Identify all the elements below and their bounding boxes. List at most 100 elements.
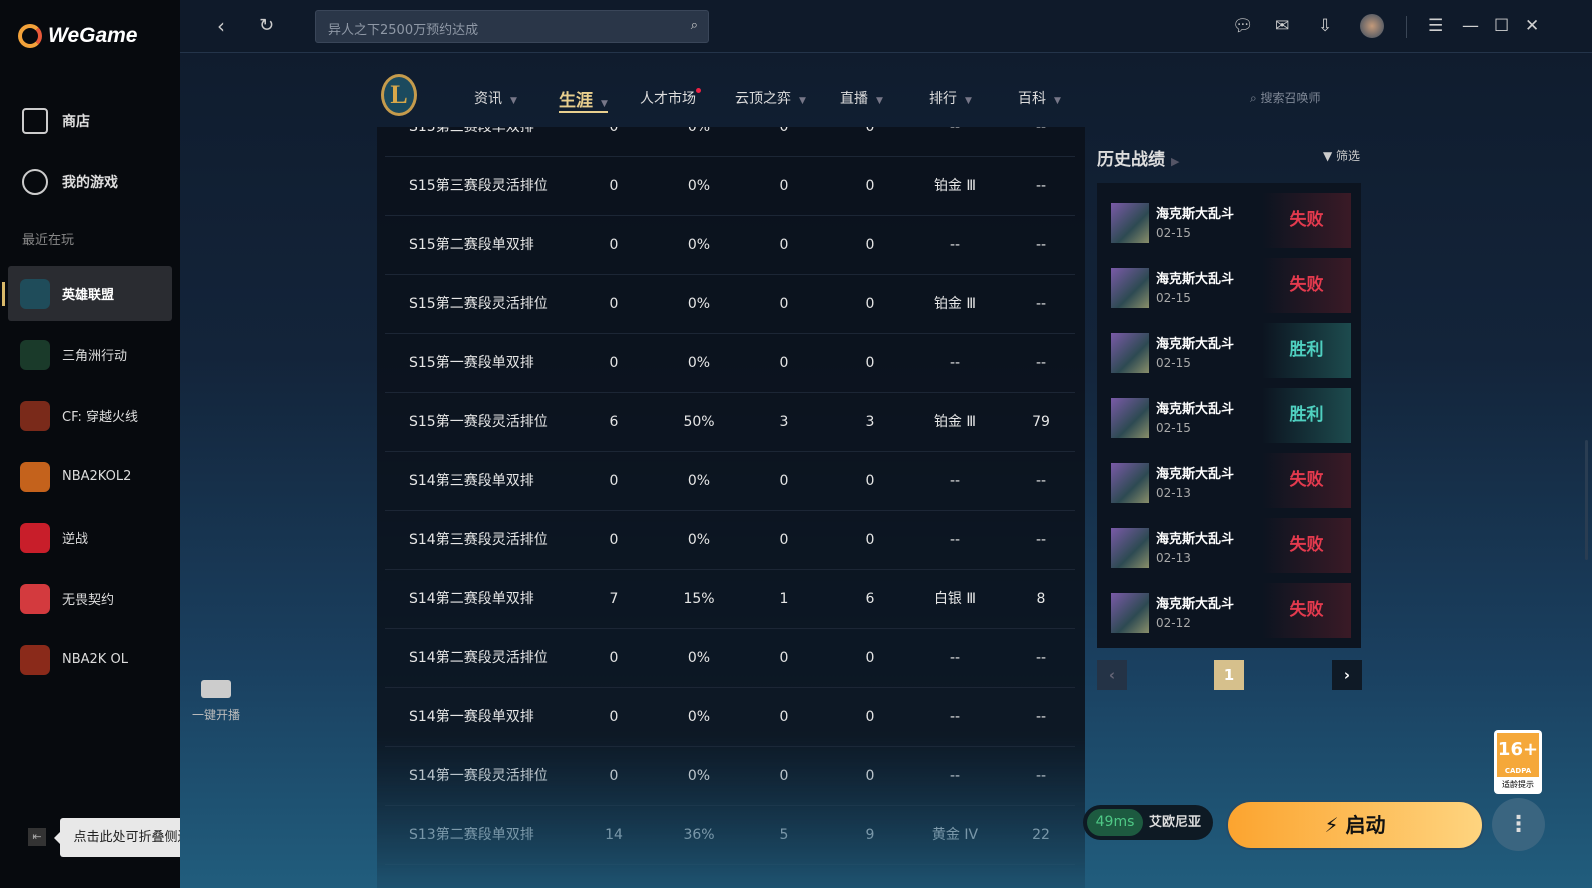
table-cell: 0: [865, 178, 875, 194]
age-rating-badge: 16+ CADPA 适龄提示: [1494, 730, 1542, 794]
table-cell: 0: [865, 355, 875, 371]
table-cell: 0: [779, 127, 789, 135]
next-page-button[interactable]: ›: [1332, 660, 1362, 690]
refresh-button[interactable]: ↻: [259, 15, 275, 36]
table-cell: --: [1035, 768, 1047, 784]
game-tab[interactable]: 云顶之弈 ▼: [735, 91, 806, 107]
avatar[interactable]: [1360, 14, 1384, 38]
match-result: 失败: [1262, 583, 1351, 638]
sidebar-game-item[interactable]: 无畏契约: [8, 571, 172, 626]
sidebar-game-item[interactable]: 三角洲行动: [8, 327, 172, 382]
game-tab[interactable]: 资讯 ▼: [474, 91, 517, 107]
match-item[interactable]: 海克斯大乱斗 02-13 失败: [1097, 512, 1361, 577]
champion-avatar: [1111, 203, 1149, 243]
season-name: S15第二赛段灵活排位: [409, 296, 548, 312]
table-cell: 0: [609, 355, 619, 371]
page-1-button[interactable]: 1: [1214, 660, 1244, 690]
live-stream-button[interactable]: 一键开播: [190, 680, 242, 723]
table-cell: --: [949, 532, 961, 548]
chat-icon[interactable]: 💬︎: [1232, 16, 1254, 36]
mail-icon[interactable]: ✉: [1275, 16, 1290, 36]
more-options-button[interactable]: ⋮: [1492, 798, 1545, 851]
search-icon[interactable]: ⌕: [690, 18, 698, 33]
sidebar-item-my-games[interactable]: 我的游戏: [22, 169, 118, 195]
sidebar-game-item[interactable]: NBA2KOL2: [8, 449, 172, 504]
season-name: S15第二赛段单双排: [409, 237, 534, 253]
table-cell: 0%: [687, 296, 711, 312]
scrollbar[interactable]: [1585, 440, 1588, 560]
server-select[interactable]: 49ms 艾欧尼亚: [1083, 805, 1213, 840]
table-cell: 0%: [687, 650, 711, 666]
table-row: S14第一赛段单双排 0 0% 0 0 -- --: [385, 688, 1075, 747]
season-name: S15第三赛段单双排: [409, 127, 534, 135]
match-item[interactable]: 海克斯大乱斗 02-12 失败: [1097, 577, 1361, 642]
region-label: 艾欧尼亚: [1149, 815, 1202, 830]
table-cell: --: [1035, 650, 1047, 666]
game-tab[interactable]: 排行 ▼: [929, 91, 972, 107]
game-icon: [20, 644, 50, 675]
maximize-icon[interactable]: ☐: [1494, 16, 1510, 36]
search-input[interactable]: 异人之下2500万预约达成 ⌕: [315, 10, 709, 43]
menu-icon[interactable]: ☰: [1428, 16, 1444, 36]
table-row: S15第二赛段单双排 0 0% 0 0 -- --: [385, 216, 1075, 275]
table-cell: 0: [609, 237, 619, 253]
match-item[interactable]: 海克斯大乱斗 02-15 失败: [1097, 252, 1361, 317]
game-tab[interactable]: 百科 ▼: [1018, 91, 1061, 107]
table-cell: 15%: [683, 591, 715, 607]
champion-avatar: [1111, 528, 1149, 568]
table-row: S15第三赛段灵活排位 0 0% 0 0 铂金 Ⅲ --: [385, 157, 1075, 216]
season-name: S15第一赛段单双排: [409, 355, 534, 371]
game-tab[interactable]: 生涯 ▼: [559, 86, 608, 113]
table-cell: 50%: [683, 414, 715, 430]
table-cell: --: [1035, 237, 1047, 253]
table-cell: --: [949, 237, 961, 253]
match-item[interactable]: 海克斯大乱斗 02-15 失败: [1097, 187, 1361, 252]
match-result: 失败: [1262, 258, 1351, 313]
game-icon: [20, 461, 50, 492]
prev-page-button[interactable]: ‹: [1097, 660, 1127, 690]
sidebar-game-item[interactable]: 英雄联盟: [2, 266, 172, 321]
table-cell: 0: [865, 473, 875, 489]
table-cell: 0%: [687, 709, 711, 725]
start-button[interactable]: ⚡ 启动: [1226, 800, 1484, 850]
table-cell: 0: [609, 473, 619, 489]
collapse-sidebar-button[interactable]: ⇤: [28, 828, 46, 846]
match-item[interactable]: 海克斯大乱斗 02-15 胜利: [1097, 317, 1361, 382]
notification-dot: [696, 88, 701, 93]
back-button[interactable]: ‹: [217, 14, 225, 38]
download-icon[interactable]: ⇩: [1318, 16, 1333, 36]
match-result: 胜利: [1262, 388, 1351, 443]
table-cell: 铂金 Ⅲ: [933, 178, 977, 194]
table-cell: 0%: [687, 532, 711, 548]
sidebar-game-item[interactable]: CF: 穿越火线: [8, 388, 172, 443]
topbar: ‹ ↻ 异人之下2500万预约达成 ⌕ 💬︎ ✉ ⇩ ☰ — ☐ ✕: [180, 0, 1592, 53]
table-cell: 0: [609, 532, 619, 548]
table-row: S14第三赛段单双排 0 0% 0 0 -- --: [385, 452, 1075, 511]
game-icon: [20, 339, 50, 370]
history-list: 海克斯大乱斗 02-15 失败 海克斯大乱斗 02-15 失败 海克斯大乱斗 02-15 胜利海…: [1097, 183, 1361, 648]
history-title[interactable]: 历史战绩 ▶: [1097, 150, 1180, 170]
summoner-search[interactable]: ⌕ 搜索召唤师: [1250, 91, 1321, 105]
sidebar-game-item[interactable]: 逆战: [8, 510, 172, 565]
table-cell: --: [949, 768, 961, 784]
table-cell: --: [1035, 473, 1047, 489]
match-item[interactable]: 海克斯大乱斗 02-13 失败: [1097, 447, 1361, 512]
sidebar-item-shop[interactable]: 商店: [22, 108, 90, 134]
table-row: S15第一赛段单双排 0 0% 0 0 -- --: [385, 334, 1075, 393]
season-name: S14第二赛段灵活排位: [409, 650, 548, 666]
table-cell: --: [949, 650, 961, 666]
sidebar-game-item[interactable]: NBA2K OL: [8, 632, 172, 687]
close-icon[interactable]: ✕: [1525, 16, 1540, 36]
season-name: S14第三赛段单双排: [409, 473, 534, 489]
wegame-logo[interactable]: WeGame: [18, 24, 138, 48]
lol-logo[interactable]: L: [381, 74, 417, 116]
filter-button[interactable]: ▼ 筛选: [1323, 149, 1361, 163]
arrow-right-icon: ▶: [1171, 155, 1180, 168]
game-tab[interactable]: 人才市场: [640, 88, 701, 108]
game-tab[interactable]: 直播 ▼: [840, 91, 883, 107]
table-row: S14第三赛段灵活排位 0 0% 0 0 -- --: [385, 511, 1075, 570]
chevron-down-icon: ▼: [799, 96, 806, 106]
match-item[interactable]: 海克斯大乱斗 02-15 胜利: [1097, 382, 1361, 447]
minimize-icon[interactable]: —: [1462, 16, 1479, 36]
recent-label: 最近在玩: [22, 233, 75, 248]
